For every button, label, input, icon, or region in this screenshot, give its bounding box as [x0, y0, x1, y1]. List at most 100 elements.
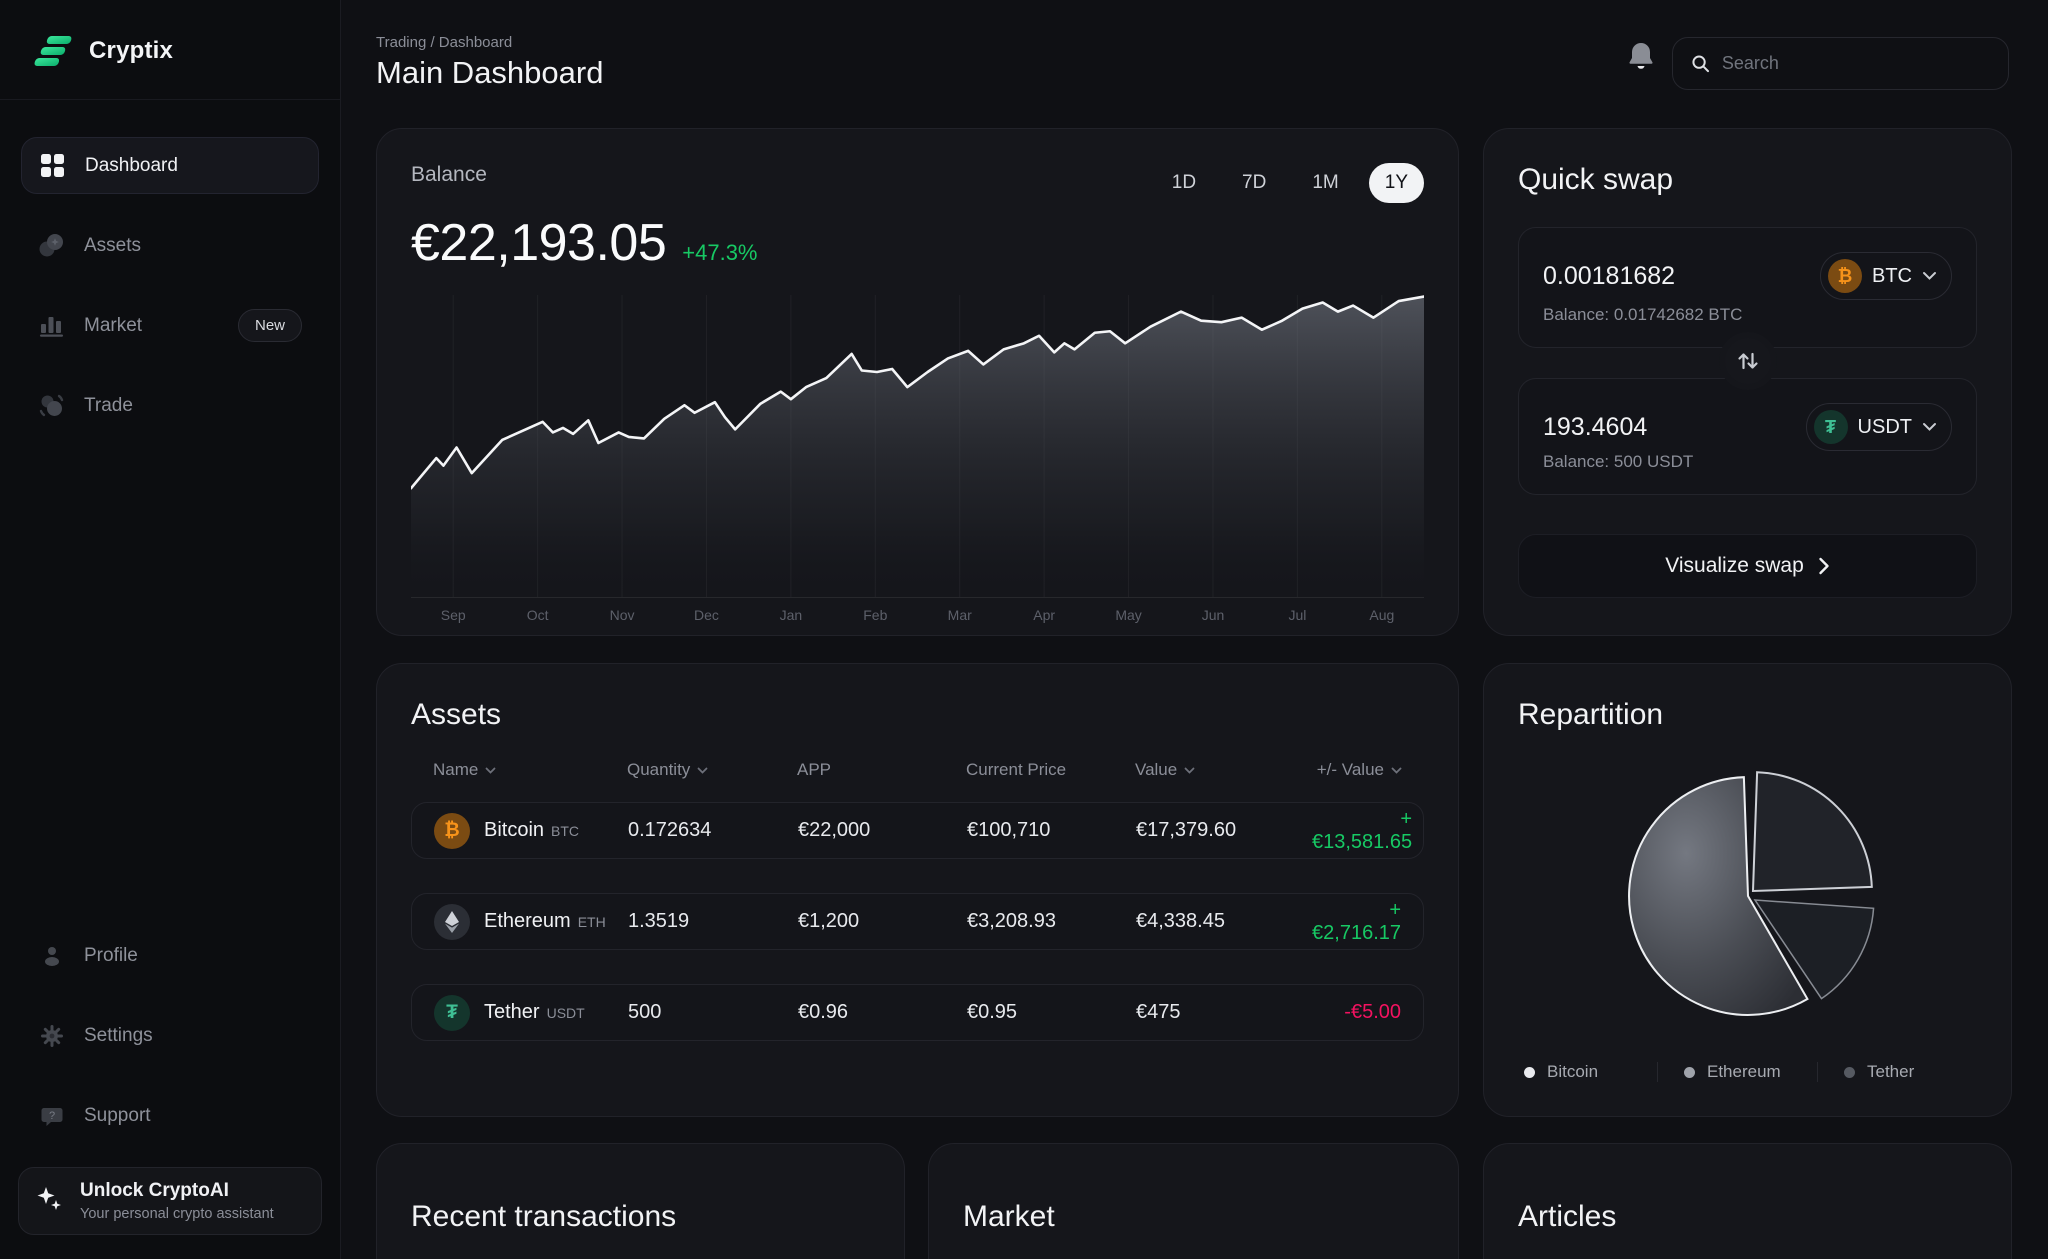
search-input[interactable] — [1721, 53, 1990, 74]
asset-value: €475 — [1136, 1001, 1181, 1023]
recent-transactions-card: Recent transactions — [376, 1143, 905, 1259]
quick-swap-title: Quick swap — [1518, 163, 1674, 196]
search-icon — [1692, 55, 1710, 73]
range-tab-1d[interactable]: 1D — [1171, 172, 1197, 193]
ai-card-title: Unlock CryptoAI — [80, 1180, 229, 1201]
balance-chart — [411, 295, 1424, 597]
legend-label: Ethereum — [1707, 1062, 1781, 1081]
btc-icon: ₿ — [434, 812, 470, 849]
pie-slice-tether[interactable] — [1752, 899, 1874, 1000]
breadcrumb: Trading / Dashboard — [376, 34, 513, 51]
sidebar-item-profile[interactable]: Profile — [21, 927, 319, 984]
legend-dot-bitcoin — [1524, 1066, 1535, 1078]
asset-price: €0.95 — [967, 1001, 1018, 1023]
legend-item-bitcoin: Bitcoin — [1518, 1062, 1657, 1082]
chart-area-fill — [411, 296, 1424, 597]
range-tab-1m[interactable]: 1M — [1312, 172, 1339, 193]
sidebar-item-settings[interactable]: Settings — [21, 1007, 319, 1064]
articles-title: Articles — [1518, 1200, 1617, 1233]
swap-from-token-select[interactable]: ₿ BTC — [1820, 252, 1952, 300]
range-tabs: 1D 7D 1M 1Y — [1156, 163, 1424, 203]
swap-to-token-label: USDT — [1857, 415, 1912, 438]
swap-arrows-icon — [1737, 352, 1758, 370]
chart-line — [411, 297, 1424, 489]
visualize-swap-button[interactable]: Visualize swap — [1518, 534, 1977, 598]
table-row-tether[interactable]: ₮ Tether USDT 500 €0.96 €0.95 €475 -€5.00 — [411, 984, 1424, 1041]
swap-direction-button[interactable] — [1718, 332, 1777, 390]
pie-legend: Bitcoin Ethereum Tether — [1518, 1062, 1977, 1082]
month-label: Feb — [863, 607, 888, 623]
chevron-down-icon — [1923, 423, 1936, 431]
column-header-pm-value[interactable]: +/- Value — [1311, 760, 1402, 780]
chevron-down-icon — [1923, 272, 1936, 280]
month-label: Jan — [779, 607, 803, 623]
trade-circles-icon — [38, 392, 65, 419]
month-label: Jun — [1201, 607, 1225, 623]
swap-to-token-select[interactable]: ₮ USDT — [1805, 403, 1952, 451]
repartition-pie-chart — [1627, 771, 1874, 1016]
swap-to-amount[interactable]: 193.4604 — [1543, 412, 1648, 441]
unlock-cryptoai-card[interactable]: Unlock CryptoAI Your personal crypto ass… — [18, 1167, 322, 1235]
dashboard-grid-icon — [39, 152, 66, 179]
usdt-icon: ₮ — [1813, 410, 1848, 444]
swap-from-balance: Balance: 0.01742682 BTC — [1543, 305, 1743, 324]
sidebar-item-label: Trade — [84, 394, 133, 416]
asset-value: €4,338.45 — [1136, 910, 1225, 932]
table-row-bitcoin[interactable]: ₿ Bitcoin BTC 0.172634 €22,000 €100,710 €… — [411, 802, 1424, 859]
pie-slice-ethereum[interactable] — [1751, 771, 1873, 893]
balance-card: Balance 1D 7D 1M 1Y €22,193.05 +47.3% Se… — [376, 128, 1459, 636]
column-header-name[interactable]: Name — [433, 760, 627, 780]
ai-card-subtitle: Your personal crypto assistant — [80, 1206, 274, 1222]
month-label: Sep — [440, 607, 466, 623]
btc-icon: ₿ — [1828, 259, 1862, 293]
assets-card: Assets Name Quantity APP Current Price V… — [376, 663, 1459, 1117]
coins-icon — [38, 232, 65, 259]
pie-slice-bitcoin[interactable] — [1627, 776, 1809, 1016]
month-label: Mar — [947, 607, 972, 623]
repartition-title: Repartition — [1518, 698, 1664, 731]
sidebar-item-assets[interactable]: Assets — [21, 217, 319, 274]
asset-symbol: ETH — [577, 914, 606, 930]
swap-from-amount[interactable]: 0.00181682 — [1543, 261, 1676, 290]
asset-price: €100,710 — [967, 819, 1051, 841]
app-name: Cryptix — [89, 37, 174, 64]
legend-item-tether: Tether — [1817, 1062, 1977, 1082]
notifications-button[interactable] — [1626, 40, 1660, 80]
column-header-quantity[interactable]: Quantity — [627, 760, 797, 780]
sidebar-item-support[interactable]: ? Support — [21, 1087, 319, 1144]
month-label: May — [1115, 607, 1142, 623]
legend-label: Bitcoin — [1547, 1062, 1599, 1081]
swap-from-box: 0.00181682 ₿ BTC Balance: 0.01742682 BTC — [1518, 227, 1977, 348]
balance-amount: €22,193.05 — [411, 214, 667, 272]
search-box[interactable] — [1672, 37, 2009, 90]
articles-card: Articles — [1483, 1143, 2012, 1259]
sort-chevron-icon — [697, 767, 708, 774]
sidebar-item-label: Profile — [84, 944, 138, 966]
table-row-ethereum[interactable]: Ethereum ETH 1.3519 €1,200 €3,208.93 €4,3… — [411, 893, 1424, 950]
column-header-value[interactable]: Value — [1135, 760, 1311, 780]
sidebar-item-dashboard[interactable]: Dashboard — [21, 137, 319, 194]
repartition-card: Repartition Bitcoin Ethereum Te — [1483, 663, 2012, 1117]
asset-delta: +€2,716.17 — [1312, 898, 1401, 944]
range-tab-7d[interactable]: 7D — [1242, 172, 1267, 193]
asset-symbol: BTC — [551, 823, 580, 839]
bell-icon — [1629, 43, 1653, 69]
market-title: Market — [963, 1200, 1055, 1233]
range-tab-1y[interactable]: 1Y — [1368, 163, 1424, 203]
legend-dot-ethereum — [1684, 1066, 1695, 1078]
asset-symbol: USDT — [546, 1005, 585, 1021]
sidebar-item-market[interactable]: Market New — [21, 297, 319, 354]
gear-icon — [38, 1022, 65, 1049]
balance-change-badge: +47.3% — [682, 240, 758, 265]
sidebar-item-trade[interactable]: Trade — [21, 377, 319, 434]
assets-table-header: Name Quantity APP Current Price Value +/… — [411, 760, 1424, 780]
balance-area-chart — [411, 295, 1424, 597]
legend-label: Tether — [1867, 1062, 1915, 1081]
sidebar-item-label: Market — [84, 314, 143, 336]
svg-text:?: ? — [48, 1109, 54, 1121]
page-title: Main Dashboard — [376, 55, 604, 90]
cryptix-logo-icon — [34, 36, 72, 66]
column-header-current-price: Current Price — [966, 760, 1067, 779]
help-bubble-icon: ? — [38, 1102, 65, 1129]
sort-chevron-icon — [1391, 767, 1402, 774]
